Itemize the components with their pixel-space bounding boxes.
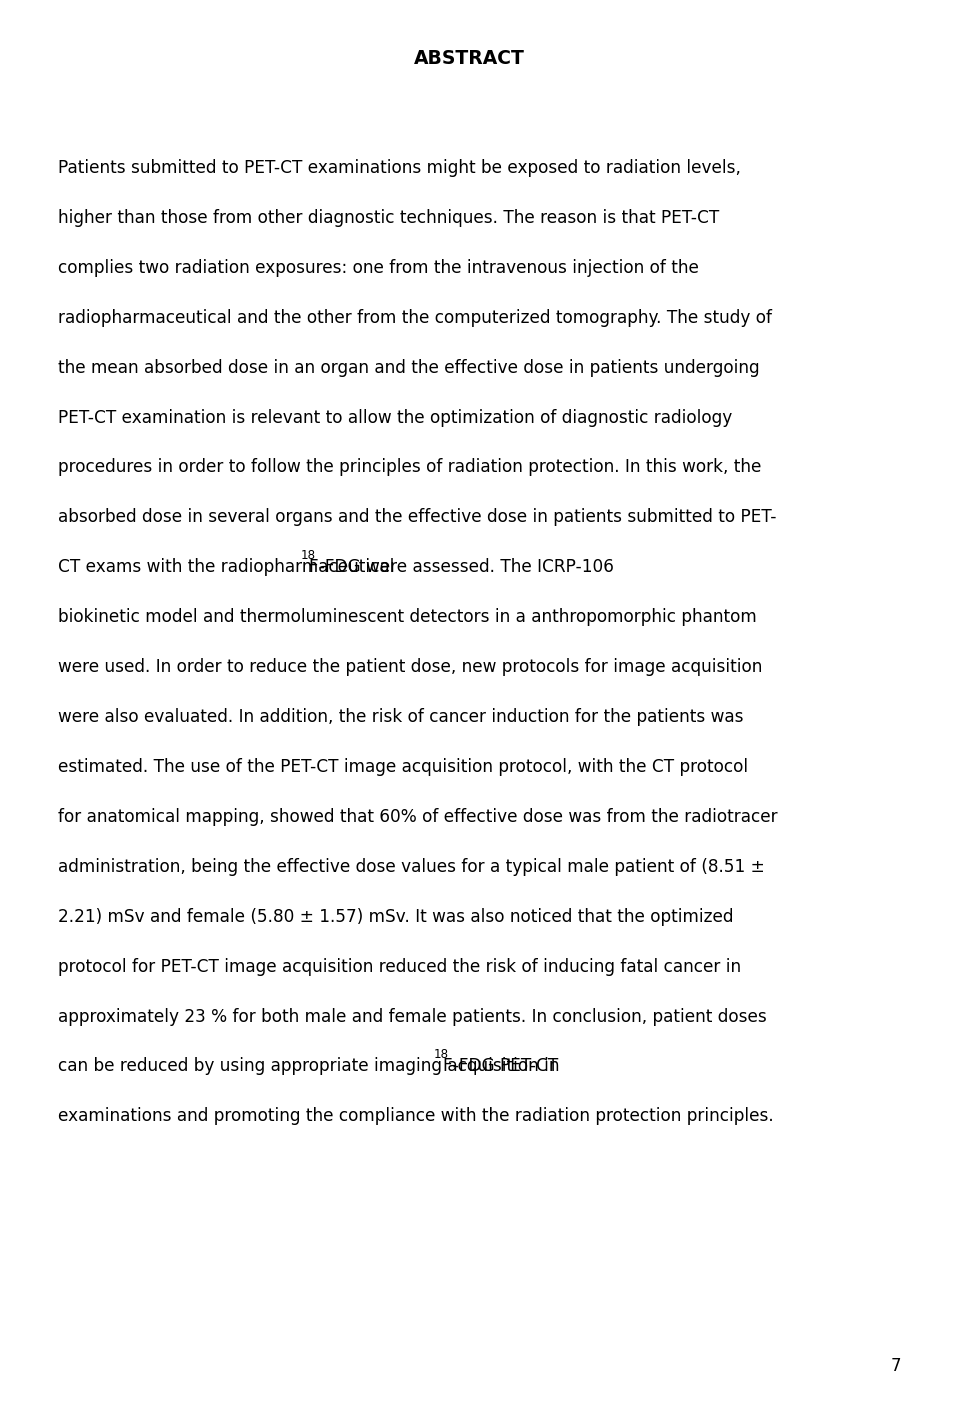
Text: examinations and promoting the compliance with the radiation protection principl: examinations and promoting the complianc…: [59, 1108, 774, 1125]
Text: approximately 23 % for both male and female patients. In conclusion, patient dos: approximately 23 % for both male and fem…: [59, 1008, 767, 1025]
Text: the mean absorbed dose in an organ and the effective dose in patients undergoing: the mean absorbed dose in an organ and t…: [59, 359, 759, 377]
Text: ABSTRACT: ABSTRACT: [414, 49, 524, 69]
Text: were also evaluated. In addition, the risk of cancer induction for the patients : were also evaluated. In addition, the ri…: [59, 709, 744, 725]
Text: can be reduced by using appropriate imaging acquisition in: can be reduced by using appropriate imag…: [59, 1057, 565, 1076]
Text: PET-CT examination is relevant to allow the optimization of diagnostic radiology: PET-CT examination is relevant to allow …: [59, 409, 732, 426]
Text: protocol for PET-CT image acquisition reduced the risk of inducing fatal cancer : protocol for PET-CT image acquisition re…: [59, 957, 741, 976]
Text: 7: 7: [890, 1357, 900, 1375]
Text: CT exams with the radiopharmaceutical: CT exams with the radiopharmaceutical: [59, 558, 400, 576]
Text: 18: 18: [300, 548, 315, 562]
Text: F-FDG were assessed. The ICRP-106: F-FDG were assessed. The ICRP-106: [309, 558, 614, 576]
Text: radiopharmaceutical and the other from the computerized tomography. The study of: radiopharmaceutical and the other from t…: [59, 309, 772, 326]
Text: were used. In order to reduce the patient dose, new protocols for image acquisit: were used. In order to reduce the patien…: [59, 658, 762, 676]
Text: 2.21) mSv and female (5.80 ± 1.57) mSv. It was also noticed that the optimized: 2.21) mSv and female (5.80 ± 1.57) mSv. …: [59, 908, 733, 925]
Text: estimated. The use of the PET-CT image acquisition protocol, with the CT protoco: estimated. The use of the PET-CT image a…: [59, 758, 748, 776]
Text: Patients submitted to PET-CT examinations might be exposed to radiation levels,: Patients submitted to PET-CT examination…: [59, 159, 741, 177]
Text: absorbed dose in several organs and the effective dose in patients submitted to : absorbed dose in several organs and the …: [59, 509, 777, 526]
Text: procedures in order to follow the principles of radiation protection. In this wo: procedures in order to follow the princi…: [59, 458, 761, 477]
Text: F-FDG PET-CT: F-FDG PET-CT: [443, 1057, 558, 1076]
Text: higher than those from other diagnostic techniques. The reason is that PET-CT: higher than those from other diagnostic …: [59, 209, 719, 226]
Text: complies two radiation exposures: one from the intravenous injection of the: complies two radiation exposures: one fr…: [59, 259, 699, 277]
Text: 18: 18: [434, 1047, 449, 1062]
Text: for anatomical mapping, showed that 60% of effective dose was from the radiotrac: for anatomical mapping, showed that 60% …: [59, 808, 778, 825]
Text: biokinetic model and thermoluminescent detectors in a anthropomorphic phantom: biokinetic model and thermoluminescent d…: [59, 609, 756, 626]
Text: administration, being the effective dose values for a typical male patient of (8: administration, being the effective dose…: [59, 858, 765, 876]
